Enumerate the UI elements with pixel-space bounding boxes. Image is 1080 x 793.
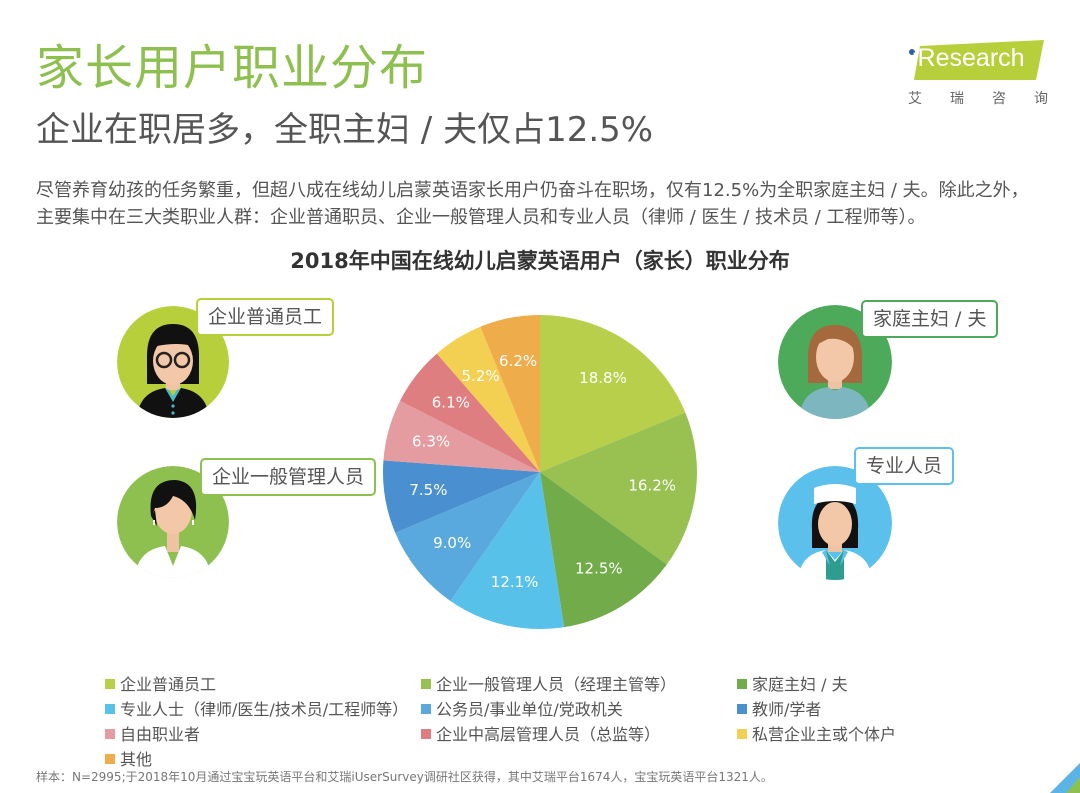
chart-title: 2018年中国在线幼儿启蒙英语用户（家长）职业分布 — [290, 249, 790, 273]
pie-slice-label: 12.1% — [491, 573, 539, 591]
logo-band-icon — [914, 40, 1044, 80]
legend-swatch — [737, 679, 747, 689]
legend-swatch — [105, 679, 115, 689]
legend-swatch — [421, 679, 431, 689]
legend-item: 企业一般管理人员（经理主管等） — [421, 675, 676, 695]
legend-item: 其他 — [105, 750, 152, 770]
pie-slice-label: 9.0% — [433, 534, 471, 552]
page-subtitle: 企业在职居多，全职主妇 / 夫仅占12.5% — [36, 110, 654, 150]
pie-slice-label: 7.5% — [409, 481, 447, 499]
legend-swatch — [421, 729, 431, 739]
pie-slice-label: 6.1% — [432, 394, 470, 412]
legend-swatch — [105, 729, 115, 739]
description-paragraph: 尽管养育幼孩的任务繁重，但超八成在线幼儿启蒙英语家长用户仍奋斗在职场，仅有12.… — [36, 180, 1029, 228]
callout-homemaker: 家庭主妇 / 夫 — [861, 300, 999, 338]
legend-item: 专业人士（律师/医生/技术员/工程师等） — [105, 700, 408, 720]
legend-swatch — [737, 704, 747, 714]
callout-professional: 专业人员 — [854, 447, 955, 485]
pie-slice-label: 6.2% — [499, 352, 537, 370]
pie-slice — [540, 412, 697, 565]
pie-slice — [480, 315, 540, 472]
pie-slice — [436, 326, 540, 472]
pie-slice — [540, 315, 686, 472]
legend-swatch — [737, 729, 747, 739]
legend-swatch — [105, 754, 115, 764]
page-title: 家长用户职业分布 — [36, 40, 429, 96]
legend-item: 公务员/事业单位/党政机关 — [421, 700, 623, 720]
professional-avatar-icon — [778, 466, 892, 580]
pie-slice-label: 16.2% — [628, 477, 676, 495]
legend-item: 企业普通员工 — [105, 675, 216, 695]
callout-office-worker: 企业普通员工 — [196, 298, 335, 336]
callout-manager: 企业一般管理人员 — [200, 458, 377, 496]
corner-decoration-icon — [1050, 763, 1080, 793]
legend-item: 家庭主妇 / 夫 — [737, 675, 848, 695]
pie-slice-label: 18.8% — [579, 369, 627, 387]
pie-slice — [395, 472, 540, 601]
pie-slice — [400, 353, 540, 472]
iresearch-logo: iResearch 艾 瑞 咨 询 — [900, 36, 1050, 108]
pie-slice — [383, 400, 540, 472]
legend-swatch — [105, 704, 115, 714]
legend-item: 自由职业者 — [105, 725, 200, 745]
pie-slice-label: 6.3% — [412, 433, 450, 451]
pie-slice — [383, 460, 540, 533]
logo-dot-icon — [909, 49, 915, 55]
pie-slice — [540, 472, 667, 628]
pie-slice-label: 12.5% — [575, 560, 623, 578]
legend-item: 教师/学者 — [737, 700, 821, 720]
legend-swatch — [421, 704, 431, 714]
legend-item: 私营企业主或个体户 — [737, 725, 896, 745]
pie-slice-label: 5.2% — [462, 367, 500, 385]
pie-slice — [450, 472, 565, 629]
logo-chinese-text: 艾 瑞 咨 询 — [908, 91, 1048, 107]
sample-footnote: 样本：N=2995;于2018年10月通过宝宝玩英语平台和艾瑞iUserSurv… — [36, 770, 773, 784]
legend-item: 企业中高层管理人员（总监等） — [421, 725, 660, 745]
logo-brand-text: iResearch — [912, 44, 1025, 72]
